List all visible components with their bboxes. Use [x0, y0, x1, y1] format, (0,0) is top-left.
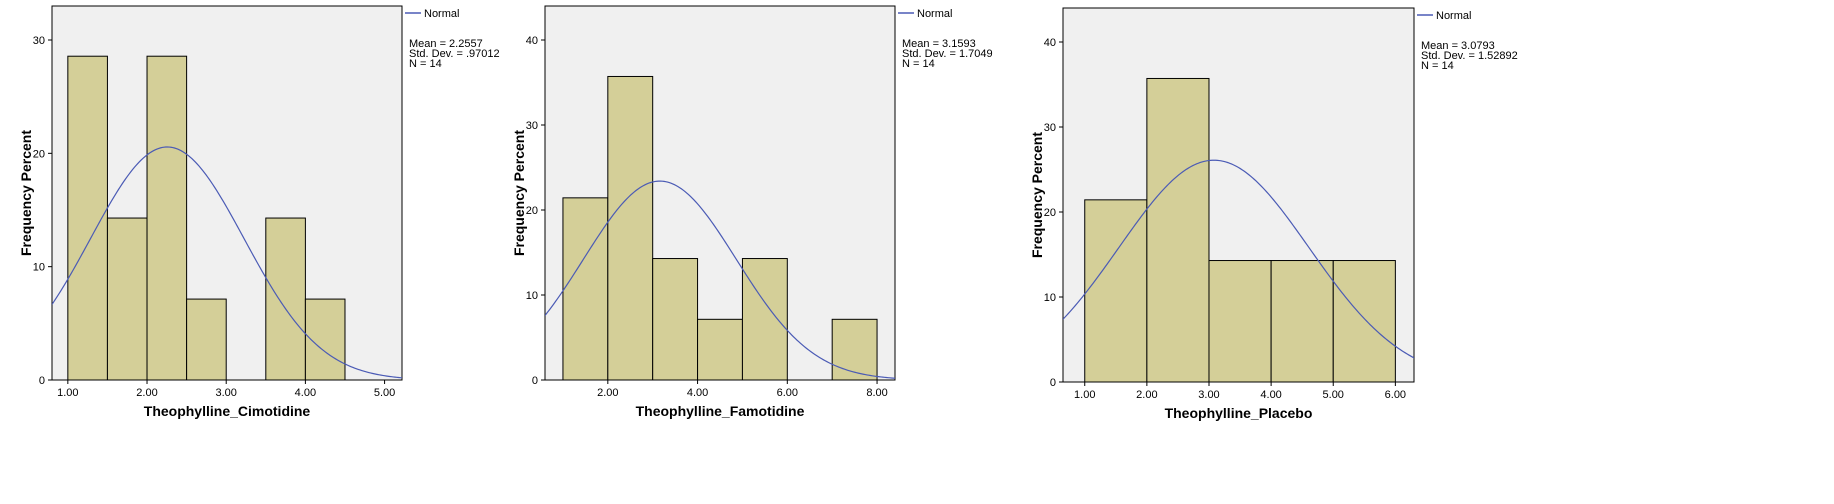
histogram-bar	[1084, 199, 1148, 383]
x-tick-label: 4.00	[687, 387, 708, 399]
histogram-bar	[67, 55, 108, 381]
stat-mean: Mean = 3.0793	[1421, 40, 1495, 52]
histogram-bar	[562, 197, 609, 381]
x-tick-label: 4.00	[1260, 389, 1281, 401]
histogram-bar	[1332, 260, 1396, 383]
stat-n: N = 14	[902, 58, 935, 70]
x-axis-label: Theophylline_Famotidine	[636, 403, 805, 419]
x-tick-label: 2.00	[597, 387, 618, 399]
y-tick-label: 10	[1044, 292, 1056, 304]
stat-n: N = 14	[409, 58, 442, 70]
normal-curve	[545, 180, 895, 379]
normal-curve	[52, 146, 402, 379]
histogram-bar	[146, 55, 188, 381]
stat-sd: Std. Dev. = 1.52892	[1421, 50, 1518, 62]
x-tick-label: 5.00	[1323, 389, 1344, 401]
x-tick-label: 3.00	[1198, 389, 1219, 401]
x-tick-label: 5.00	[374, 387, 395, 399]
y-axis-label: Frequency Percent	[1029, 132, 1045, 258]
histogram-bar	[1208, 260, 1272, 383]
histogram-bar	[304, 298, 346, 381]
histogram-bar	[741, 258, 788, 381]
stat-mean: Mean = 2.2557	[409, 38, 483, 50]
y-tick-label: 0	[532, 375, 538, 387]
histogram-panel-3: 0 10 20 30 40 1.00 2.00 3.00 4.00 5.00 6.00 Theophy…	[1029, 7, 1518, 421]
x-tick-label: 6.00	[777, 387, 798, 399]
stat-n: N = 14	[1421, 60, 1454, 72]
x-tick-label: 1.00	[1074, 389, 1095, 401]
y-axis-label: Frequency Percent	[18, 130, 34, 256]
histogram-bar	[652, 258, 699, 381]
y-tick-label: 20	[33, 148, 45, 160]
legend-label: Normal	[1436, 10, 1471, 22]
normal-curve	[1063, 159, 1414, 359]
x-tick-label: 3.00	[215, 387, 236, 399]
y-tick-label: 0	[1050, 377, 1056, 389]
histogram-bar	[697, 318, 743, 381]
histogram-bar	[186, 298, 227, 381]
y-tick-label: 30	[33, 35, 45, 47]
histogram-bar	[607, 75, 654, 381]
histogram-bar	[831, 318, 878, 381]
x-tick-label: 6.00	[1385, 389, 1406, 401]
y-tick-label: 10	[33, 262, 45, 274]
histogram-bar	[1270, 260, 1334, 383]
legend-label: Normal	[917, 8, 952, 20]
x-tick-label: 8.00	[866, 387, 887, 399]
y-axis-label: Frequency Percent	[511, 130, 527, 256]
x-tick-label: 2.00	[1136, 389, 1157, 401]
y-tick-label: 0	[39, 375, 45, 387]
stat-sd: Std. Dev. = .97012	[409, 48, 500, 60]
y-tick-label: 40	[526, 35, 538, 47]
y-tick-label: 30	[526, 120, 538, 132]
x-tick-label: 2.00	[136, 387, 157, 399]
histogram-bar	[1146, 77, 1210, 383]
stat-mean: Mean = 3.1593	[902, 38, 976, 50]
histogram-panel-1: 0 10 20 30 1.00 2.00 3.00 4.00 5.00 Theophylline_…	[18, 5, 500, 419]
legend-label: Normal	[424, 8, 459, 20]
stat-sd: Std. Dev. = 1.7049	[902, 48, 993, 60]
x-axis-label: Theophylline_Cimotidine	[144, 403, 311, 419]
y-tick-label: 20	[526, 205, 538, 217]
x-tick-label: 4.00	[295, 387, 316, 399]
y-tick-label: 40	[1044, 37, 1056, 49]
histogram-bar	[265, 217, 306, 381]
y-tick-label: 10	[526, 290, 538, 302]
y-tick-label: 20	[1044, 207, 1056, 219]
y-tick-label: 30	[1044, 122, 1056, 134]
x-tick-label: 1.00	[57, 387, 78, 399]
histogram-panel-2: 0 10 20 30 40 2.00 4.00 6.00 8.00 Theophylline_Fa…	[511, 5, 993, 419]
histogram-bar	[106, 217, 148, 381]
x-axis-label: Theophylline_Placebo	[1165, 405, 1313, 421]
